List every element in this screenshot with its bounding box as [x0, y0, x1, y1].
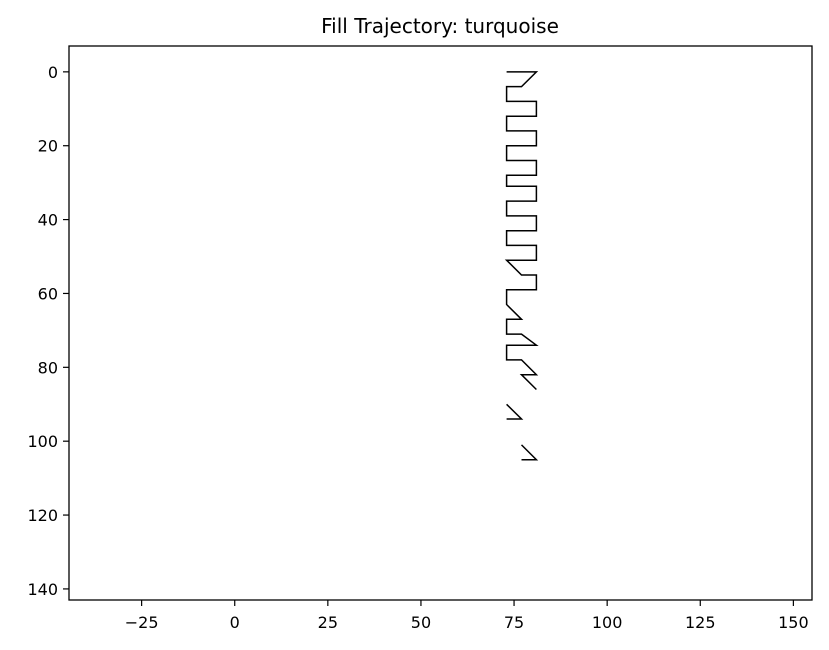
x-tick-label: 100	[592, 613, 623, 632]
x-tick-label: 75	[504, 613, 524, 632]
chart-title: Fill Trajectory: turquoise	[321, 14, 559, 38]
trajectory-segment	[520, 444, 539, 461]
y-tick-label: 0	[48, 63, 58, 82]
x-tick-label: −25	[125, 613, 159, 632]
y-tick-label: 60	[38, 284, 58, 303]
axes-frame	[68, 45, 813, 601]
y-tick-label: 140	[27, 580, 58, 599]
y-tick-label: 100	[27, 432, 58, 451]
y-tick-label: 120	[27, 506, 58, 525]
x-axis-ticks: −25 0 25 50 75 100 125 150	[125, 600, 809, 632]
y-tick-label: 20	[38, 137, 58, 156]
trajectory-segment	[506, 403, 524, 420]
y-axis-ticks: 0 20 40 60 80 100 120 140	[27, 63, 69, 599]
x-tick-label: 50	[411, 613, 431, 632]
trajectory-lines	[504, 71, 539, 461]
y-tick-label: 40	[38, 211, 58, 230]
x-tick-label: 25	[318, 613, 338, 632]
y-tick-label: 80	[38, 358, 58, 377]
x-tick-label: 0	[230, 613, 240, 632]
x-tick-label: 125	[685, 613, 716, 632]
x-tick-label: 150	[778, 613, 809, 632]
trajectory-segment	[504, 71, 539, 391]
